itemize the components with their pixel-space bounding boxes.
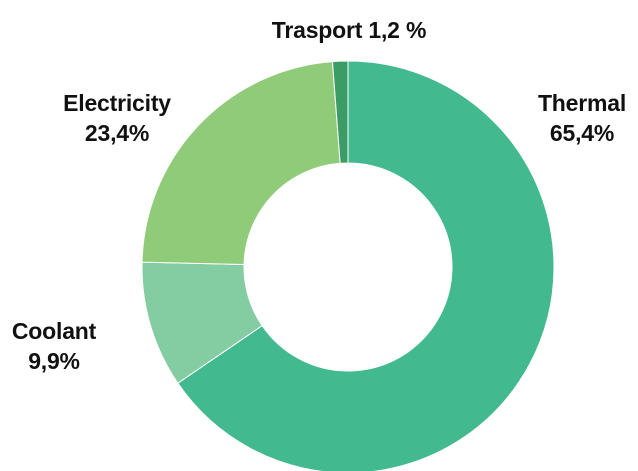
thermal-name-label: Thermal [537,90,627,116]
thermal-value-label: 65,4% [549,120,615,146]
electricity-name-label: Electricity [63,90,171,116]
slice-electricity [141,61,341,266]
slice-thermal [177,60,555,471]
transport-slice-label: Trasport 1,2 % [244,15,454,45]
transport-text-label: Trasport 1,2 % [271,17,427,43]
coolant-value-label: 9,9% [28,348,80,374]
coolant-slice-label: Coolant 9,9% [4,316,104,376]
thermal-slice-label: Thermal 65,4% [524,88,638,148]
coolant-name-label: Coolant [11,318,97,344]
slice-trasport [331,60,349,164]
electricity-slice-label: Electricity 23,4% [50,88,184,148]
donut-slices [141,60,555,471]
electricity-value-label: 23,4% [84,120,150,146]
